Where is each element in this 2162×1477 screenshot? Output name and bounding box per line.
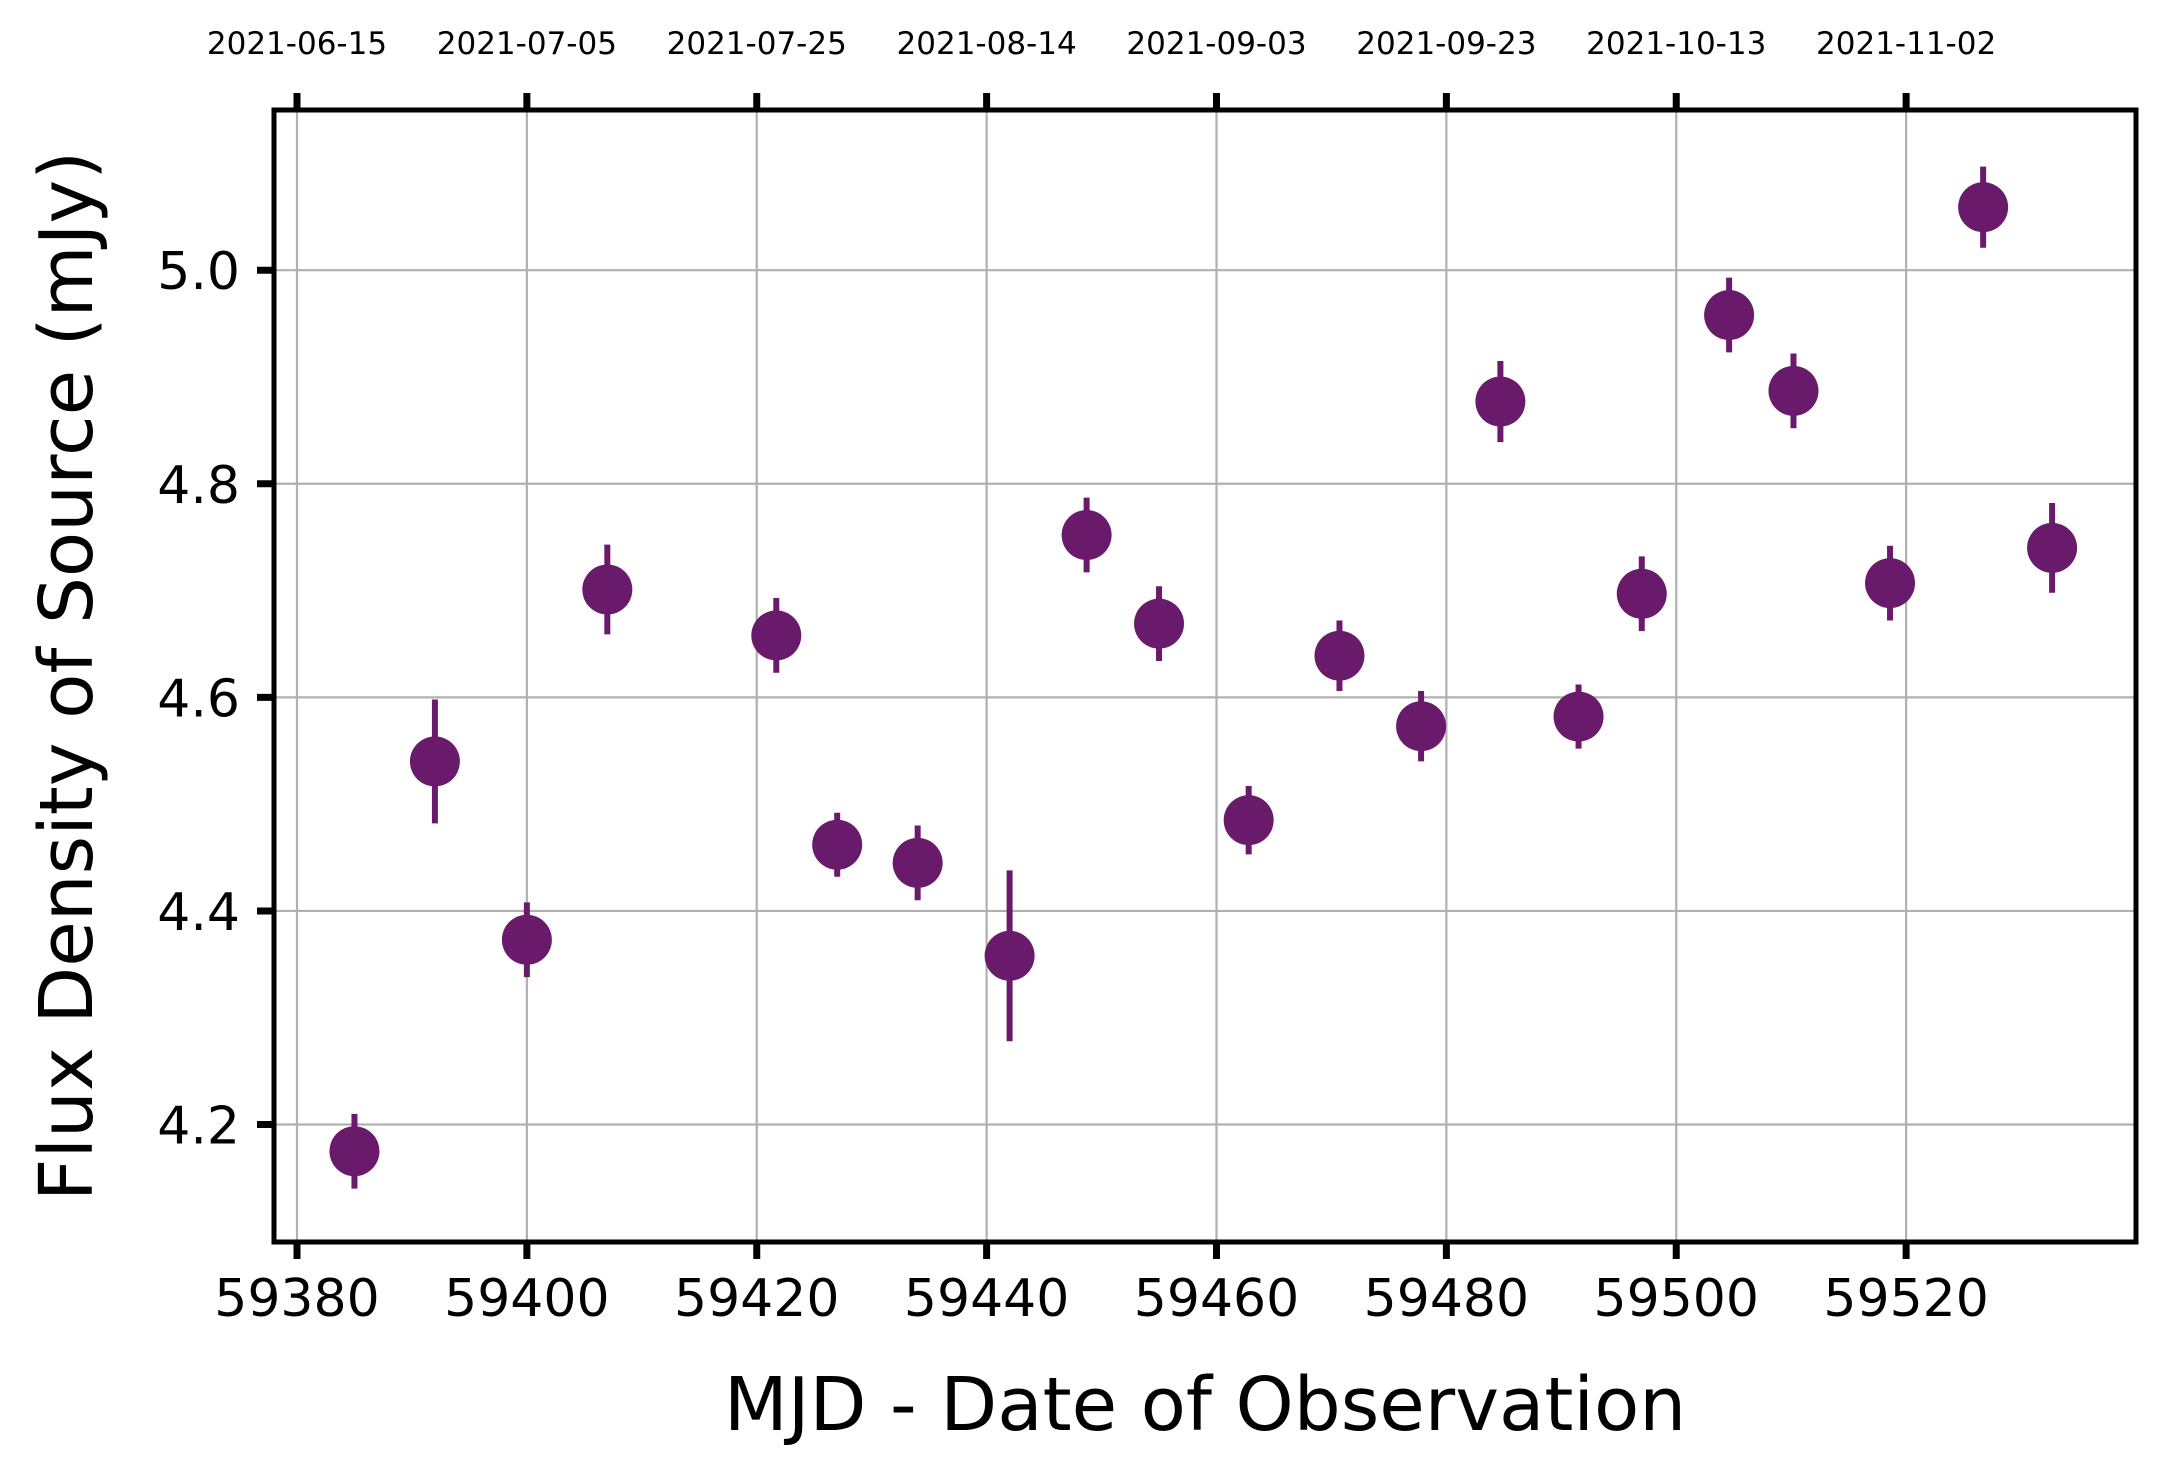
top-tick-label: 2021-08-14 (897, 26, 1077, 62)
top-date-axis-ticks: 2021-06-15 2021-07-05 2021-07-25 2021-08-14… (207, 26, 1996, 110)
top-tick-label: 2021-09-23 (1356, 26, 1536, 62)
data-point (329, 1126, 380, 1177)
data-point (1865, 558, 1916, 609)
data-point (1396, 701, 1447, 752)
data-point (1958, 182, 2009, 233)
x-tick-label: 59520 (1823, 1269, 1988, 1329)
data-point (1061, 510, 1112, 561)
y-tick-label: 4.6 (157, 669, 240, 729)
data-point (1704, 290, 1755, 341)
data-point (501, 914, 552, 965)
y-tick-label: 5.0 (157, 242, 240, 302)
data-point (1134, 598, 1185, 649)
y-axis-ticks: 4.2 4.4 4.6 4.8 5.0 (157, 242, 274, 1157)
data-point (409, 736, 460, 787)
top-tick-label: 2021-07-25 (667, 26, 847, 62)
plot-frame (271, 107, 2139, 1245)
data-point (1768, 365, 1819, 416)
x-tick-label: 59460 (1134, 1269, 1299, 1329)
x-tick-label: 59500 (1594, 1269, 1759, 1329)
y-tick-label: 4.2 (157, 1097, 240, 1157)
data-point (582, 564, 633, 615)
data-point (812, 819, 863, 870)
x-tick-label: 59400 (444, 1269, 609, 1329)
x-tick-label: 59380 (214, 1269, 379, 1329)
data-point (1616, 568, 1667, 619)
x-tick-label: 59480 (1364, 1269, 1529, 1329)
top-tick-label: 2021-06-15 (207, 26, 387, 62)
data-point (2027, 522, 2078, 573)
data-points (329, 166, 2078, 1189)
data-point (1223, 795, 1274, 846)
data-point (892, 837, 943, 888)
top-tick-label: 2021-10-13 (1586, 26, 1766, 62)
top-tick-label: 2021-11-02 (1816, 26, 1996, 62)
data-point (1475, 376, 1526, 427)
y-tick-label: 4.8 (157, 456, 240, 516)
data-point (1314, 630, 1365, 681)
data-point (751, 610, 802, 661)
x-axis-label: MJD - Date of Observation (724, 1362, 1686, 1448)
x-axis-ticks: 59380 59400 59420 59440 59460 59480 59500 59520 (214, 1242, 1989, 1329)
data-point (1553, 691, 1604, 742)
grid (274, 110, 2136, 1242)
x-tick-label: 59440 (904, 1269, 1069, 1329)
top-tick-label: 2021-09-03 (1126, 26, 1306, 62)
data-point (984, 930, 1035, 981)
y-axis-label: Flux Density of Source (mJy) (24, 151, 110, 1201)
top-tick-label: 2021-07-05 (437, 26, 617, 62)
y-tick-label: 4.4 (157, 883, 240, 943)
x-tick-label: 59420 (674, 1269, 839, 1329)
